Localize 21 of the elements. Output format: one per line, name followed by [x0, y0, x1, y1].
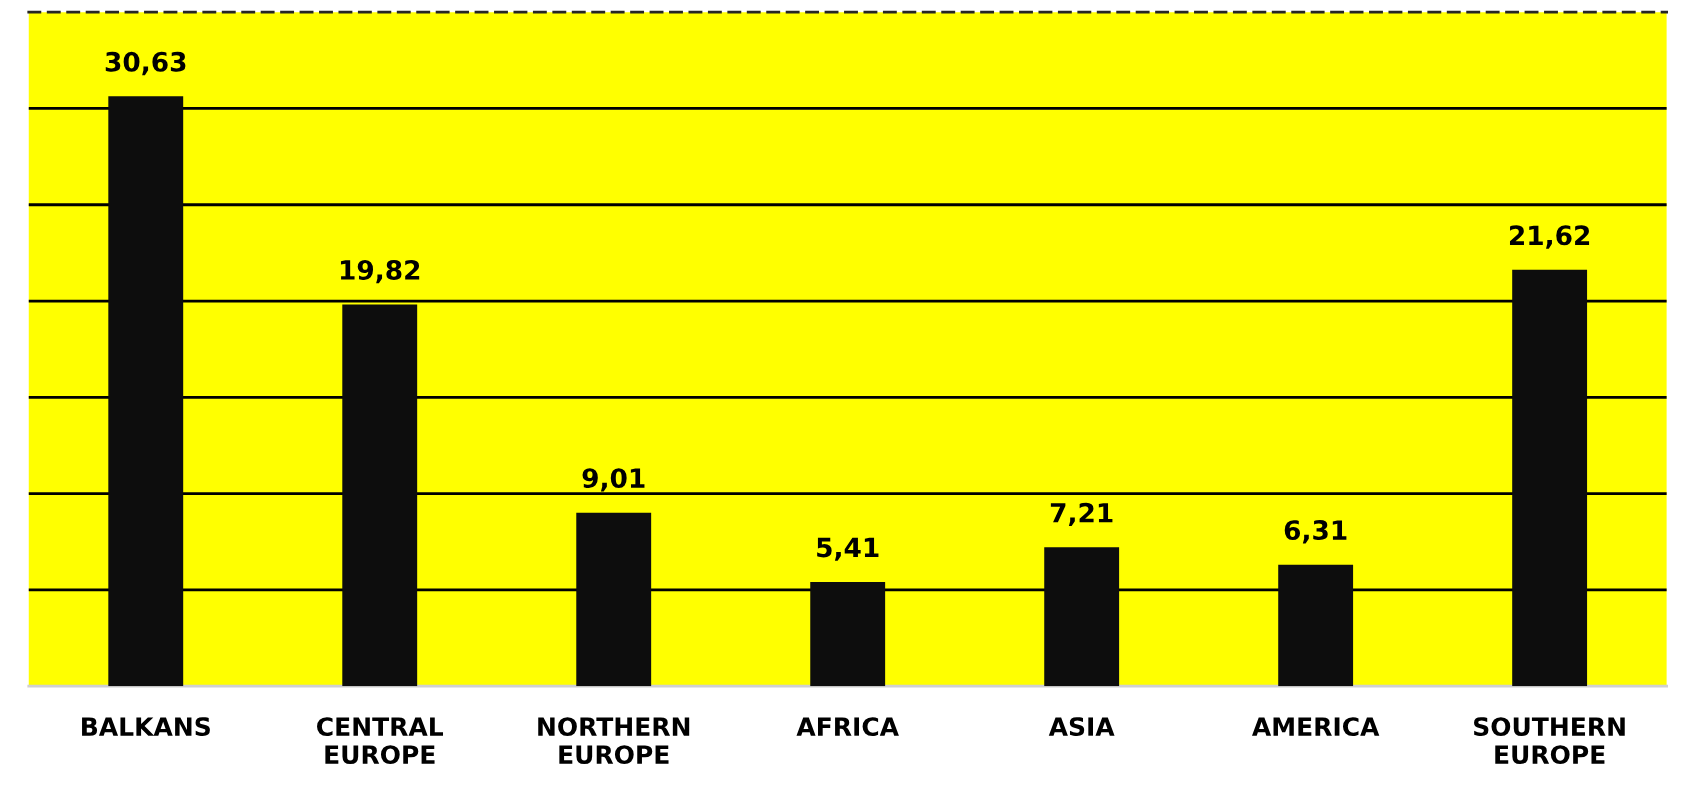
data-label: 9,01 [582, 468, 645, 492]
bar [342, 304, 418, 687]
bar [810, 581, 886, 687]
data-label: 5,41 [817, 537, 879, 561]
data-label: 7,21 [1050, 502, 1113, 527]
x-tick-label: ASIA [1048, 717, 1115, 737]
x-tick-label: CENTRAL EUROPE [317, 717, 444, 765]
bar [1278, 564, 1354, 687]
data-label: 19,82 [340, 259, 420, 284]
x-tick-label: BALKANS [82, 717, 210, 737]
x-tick-label: AFRICA [796, 717, 899, 737]
data-label: 6,31 [1284, 520, 1347, 544]
x-tick-label: SOUTHERN EUROPE [1474, 717, 1625, 765]
bar [1512, 269, 1588, 687]
x-tick-label: NORTHERN EUROPE [538, 717, 690, 765]
x-tick-label: AMERICA [1252, 717, 1380, 737]
data-label: 21,62 [1509, 225, 1590, 249]
bar [108, 96, 184, 687]
bar [576, 512, 652, 687]
data-label: 30,63 [105, 51, 186, 76]
bar [1044, 547, 1120, 687]
